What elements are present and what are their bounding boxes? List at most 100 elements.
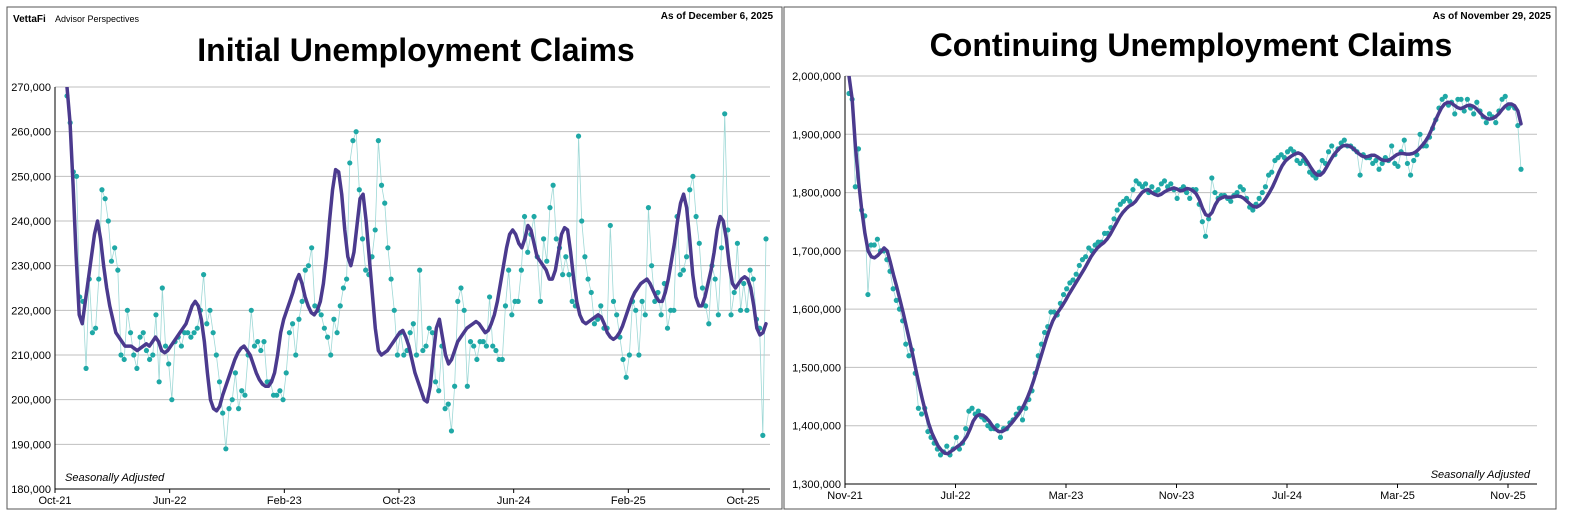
right-y-tick-label: 1,700,000 [792,246,841,258]
left-data-point [385,245,391,251]
left-data-point [550,182,556,188]
right-data-point [1442,93,1448,99]
left-data-point [560,272,566,278]
left-y-tick-label: 220,000 [11,305,51,317]
right-data-point [963,426,969,432]
right-data-point [1329,143,1335,149]
right-data-point [953,434,959,440]
left-data-point [353,129,359,135]
left-data-point [741,280,747,287]
right-note: Seasonally Adjusted [1431,469,1531,481]
right-data-point [1376,166,1382,172]
right-plot-area: 1,300,000 1,400,000 1,500,000 1,600,000 1,70… [792,71,1537,502]
left-data-point [744,307,750,313]
left-data-point [642,312,648,318]
right-chart-title: Continuing Unemployment Claims [930,27,1453,63]
left-data-point [658,312,664,318]
left-data-point [242,392,248,398]
right-data-point [1269,169,1275,175]
left-y-tick-label: 210,000 [11,350,51,362]
left-data-point [363,267,369,273]
left-moving-average-line [65,87,768,413]
left-data-point [442,406,448,412]
left-data-point [452,383,458,389]
left-data-point [391,307,397,313]
left-data-point [591,321,598,327]
left-data-point [750,276,756,282]
right-data-point [1168,181,1174,187]
left-data-point [671,307,677,313]
left-data-point [159,285,165,291]
right-data-point [1262,184,1269,190]
left-data-point [232,370,238,376]
left-data-point [436,388,442,394]
left-note: Seasonally Adjusted [65,472,165,484]
left-data-point [563,254,569,260]
right-data-point [1240,187,1246,193]
left-data-point [588,289,594,296]
left-data-point [521,213,528,220]
left-data-point [124,307,130,313]
left-as-of: As of December 6, 2025 [661,11,774,22]
left-data-point [248,307,254,313]
left-data-point [690,173,696,179]
left-data-point [760,432,766,438]
right-y-tick-label: 2,000,000 [792,71,841,83]
left-data-point [623,374,629,380]
left-data-point [483,343,489,349]
left-data-point [204,321,210,327]
left-data-point [703,303,709,309]
left-data-point [687,187,693,193]
left-data-point [188,334,194,340]
left-y-tick-label: 240,000 [11,216,51,228]
right-y-tick-label: 1,400,000 [792,421,841,433]
left-data-point [191,330,197,336]
left-data-point [359,236,366,242]
right-data-point [1404,160,1411,167]
right-data-point [1250,207,1256,213]
left-data-point [614,312,620,318]
right-data-point [852,184,858,190]
right-data-point [1070,277,1076,283]
right-data-point [1417,131,1423,137]
left-data-point [734,240,741,246]
left-data-point [162,343,169,349]
left-data-point [464,383,470,389]
right-data-point [1130,187,1136,193]
left-data-point [293,352,299,358]
left-data-point [598,303,604,309]
right-data-point [874,236,880,242]
left-data-point [715,312,721,318]
right-x-tick-label: Jul-22 [941,490,971,502]
left-data-point [728,312,734,318]
left-chart-title: Initial Unemployment Claims [197,32,634,68]
left-data-point [331,316,337,322]
left-data-point [382,200,388,206]
left-data-point [388,276,394,282]
left-data-point [531,213,537,220]
left-data-point [566,272,572,278]
left-data-point [289,321,296,327]
right-x-tick-label: Mar-25 [1380,490,1415,502]
right-data-point [1174,195,1180,201]
left-y-tick-label: 270,000 [11,82,51,94]
left-data-point [83,365,89,371]
left-x-tick-label: Jun-24 [497,495,531,507]
right-data-point [1389,143,1395,149]
right-data-point [1114,207,1120,213]
left-data-point [226,406,232,412]
right-data-point [1515,122,1521,129]
right-data-point [1395,163,1401,169]
right-data-point [1423,143,1429,149]
right-data-point [1373,157,1379,164]
left-data-point [302,267,308,273]
right-y-tick-label: 1,600,000 [792,304,841,316]
left-data-point [445,401,451,407]
left-data-point [328,352,334,358]
right-data-point [944,443,950,449]
left-data-point [312,303,318,309]
right-data-point [1401,137,1407,143]
left-data-point [639,298,645,304]
left-y-tick-label: 260,000 [11,127,51,139]
